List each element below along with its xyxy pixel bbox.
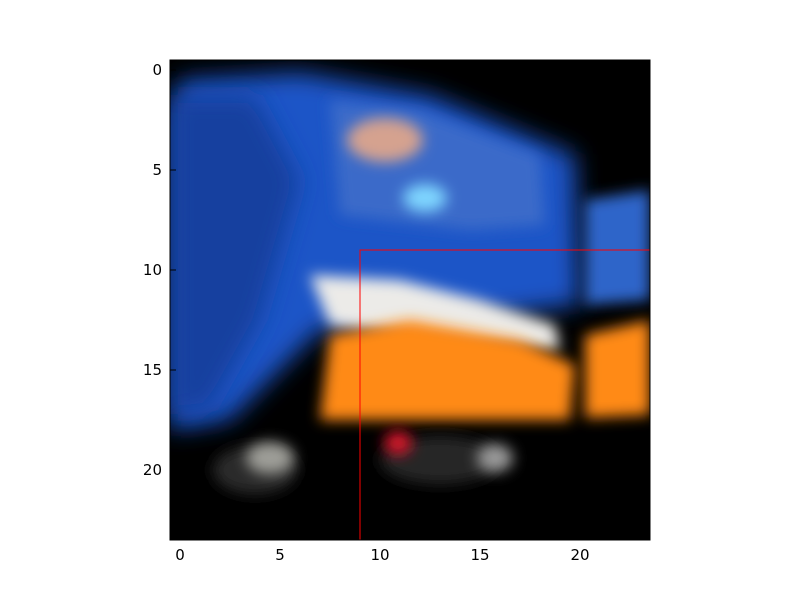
red-highlight-box [359,249,650,540]
orange-panel-main [320,320,575,420]
x-tick-label: 10 [370,546,389,564]
truck-dark-front [170,95,300,415]
x-axis: 0 5 10 15 20 [175,534,590,564]
x-tick-label: 0 [175,546,185,564]
y-tick-label: 10 [143,261,162,279]
cyan-highlight [403,184,447,212]
x-tick-label: 20 [570,546,589,564]
red-reflection [384,431,412,455]
gray-light-left [246,442,294,474]
plot-area [170,60,650,540]
y-axis: 0 5 10 15 20 [143,61,176,479]
orange-panel-right [585,320,650,418]
y-tick-label: 5 [152,161,162,179]
gray-light-bottom [477,444,513,472]
highlight-box-layer [359,249,650,540]
photo-content [170,72,650,494]
x-tick-label: 5 [275,546,285,564]
y-tick-label: 15 [143,361,162,379]
right-truck-blue [585,190,650,305]
plot-frame [169,59,651,541]
x-tick-label: 15 [470,546,489,564]
pink-highlight [347,118,423,162]
y-tick-label: 20 [143,461,162,479]
white-stripe [310,275,560,350]
y-tick-label: 0 [152,61,162,79]
